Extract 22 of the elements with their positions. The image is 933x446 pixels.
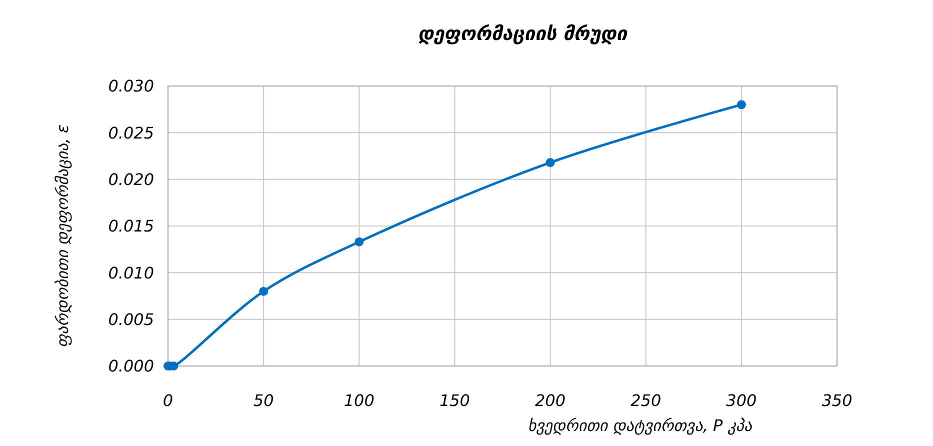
y-axis-title: ფარდობითი დეფორმაცია, ε — [53, 124, 72, 348]
point — [736, 100, 746, 110]
y-tick-label: 0.030 — [108, 76, 154, 96]
chart-title: დეფორმაციის მრუდი — [418, 23, 628, 45]
y-tick-label: 0.005 — [108, 310, 154, 329]
y-tick-label: 0.010 — [108, 263, 154, 282]
point — [546, 158, 555, 168]
x-tick-label: 100 — [344, 391, 374, 410]
x-tick-label: 50 — [253, 391, 274, 410]
x-tick-label: 150 — [439, 391, 470, 410]
x-tick-label: 350 — [822, 391, 852, 410]
x-tick-label: 250 — [630, 391, 662, 410]
x-axis-title: ხვედრითი დატვირთვა, P კპა — [528, 416, 754, 435]
y-tick-label: 0.025 — [108, 123, 154, 142]
x-tick-label: 300 — [726, 391, 757, 410]
y-tick-label: 0.020 — [108, 170, 154, 189]
y-tick-label: 0.000 — [108, 356, 154, 376]
point — [354, 237, 364, 246]
x-tick-label: 0 — [162, 391, 174, 410]
y-tick-label: 0.015 — [108, 216, 154, 236]
x-tick-label: 200 — [535, 391, 566, 410]
point — [259, 286, 268, 296]
